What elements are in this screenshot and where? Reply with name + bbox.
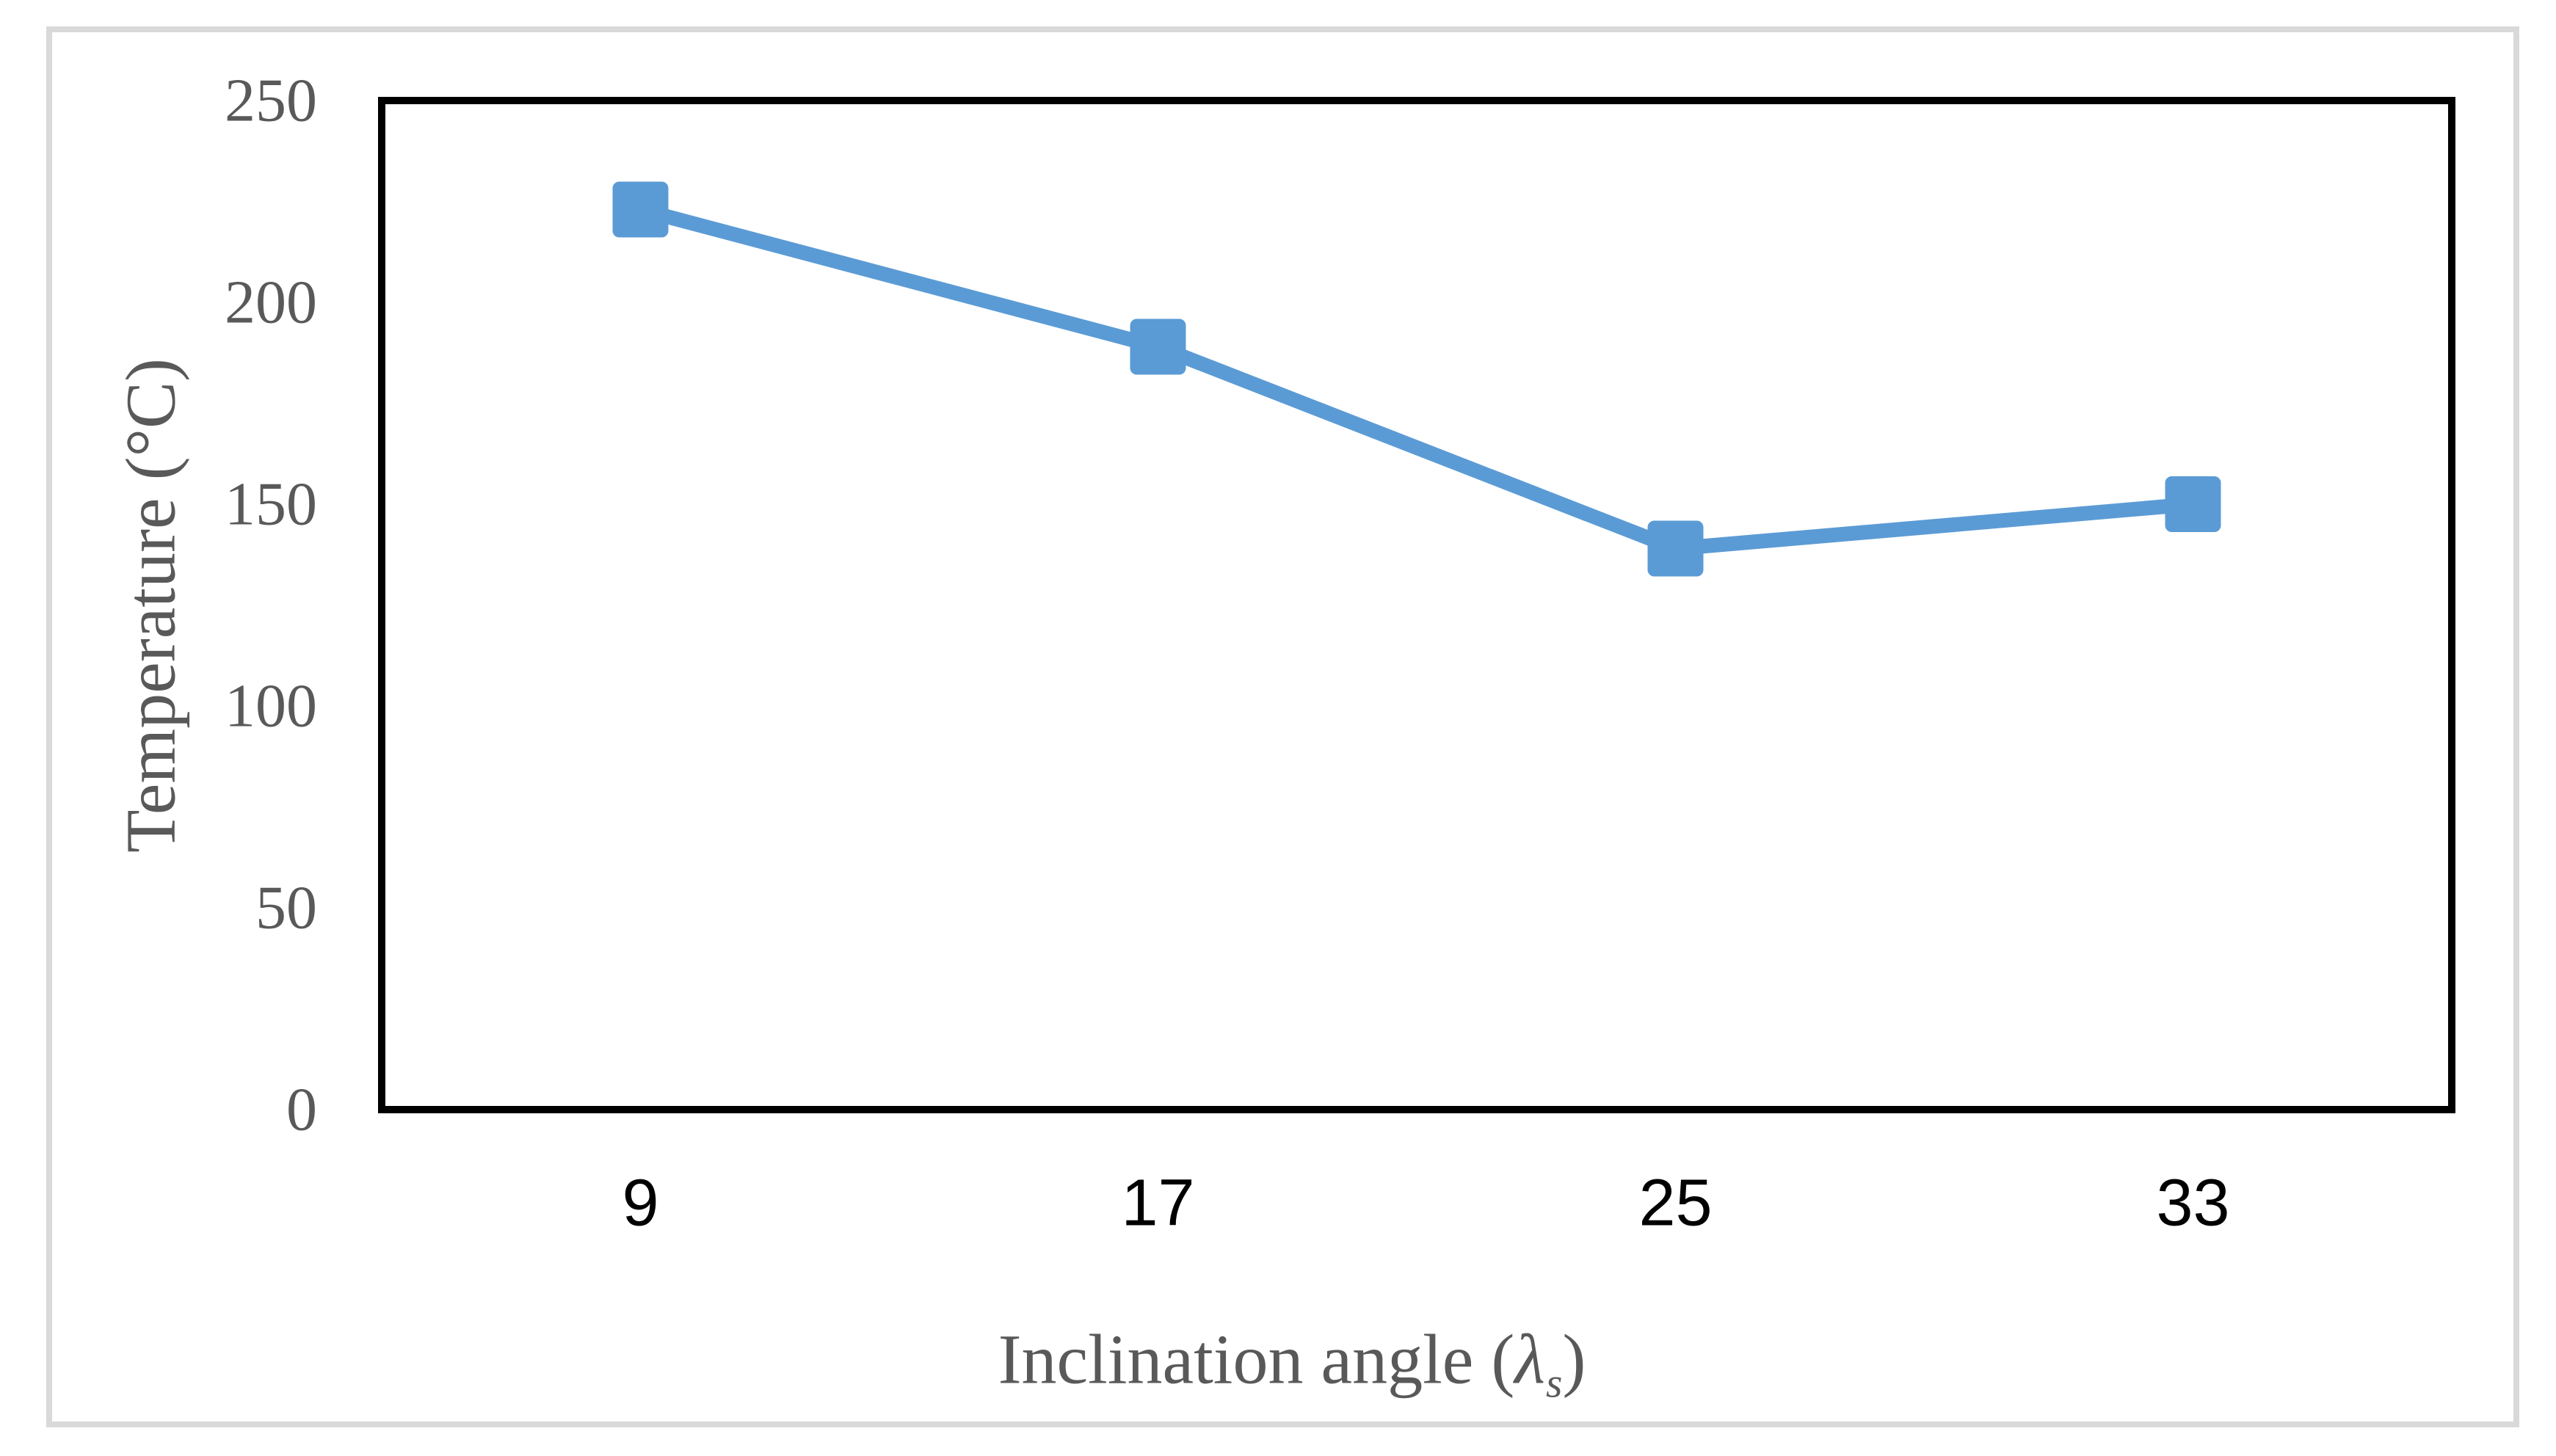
y-tick-label: 200 — [225, 268, 317, 337]
x-tick-label: 9 — [622, 1166, 659, 1240]
x-tick-label: 33 — [2156, 1166, 2230, 1240]
plot-area — [378, 97, 2455, 1113]
y-tick-label: 150 — [225, 470, 317, 539]
lambda-subscript: s — [1546, 1360, 1563, 1407]
y-tick-label: 0 — [286, 1075, 317, 1144]
data-point-marker-17 — [1130, 318, 1186, 375]
y-tick-label: 100 — [225, 671, 317, 740]
y-tick-label: 50 — [255, 873, 317, 942]
y-axis-title: Temperature (°C) — [111, 357, 190, 853]
y-tick-label: 250 — [225, 66, 317, 135]
series-line — [638, 202, 2194, 556]
data-point-marker-33 — [2165, 476, 2221, 532]
figure-border — [46, 26, 2519, 1427]
x-axis-title-close: ) — [1562, 1320, 1586, 1399]
x-tick-label: 25 — [1638, 1166, 1713, 1240]
data-point-marker-9 — [612, 181, 669, 238]
line-series-plot — [612, 181, 2221, 577]
x-axis-title-text: Inclination angle ( — [998, 1320, 1515, 1399]
lambda-symbol: λ — [1514, 1320, 1545, 1399]
x-tick-label: 17 — [1121, 1166, 1195, 1240]
data-point-marker-25 — [1647, 520, 1704, 577]
x-axis-title: Inclination angle (λs) — [998, 1319, 1586, 1407]
